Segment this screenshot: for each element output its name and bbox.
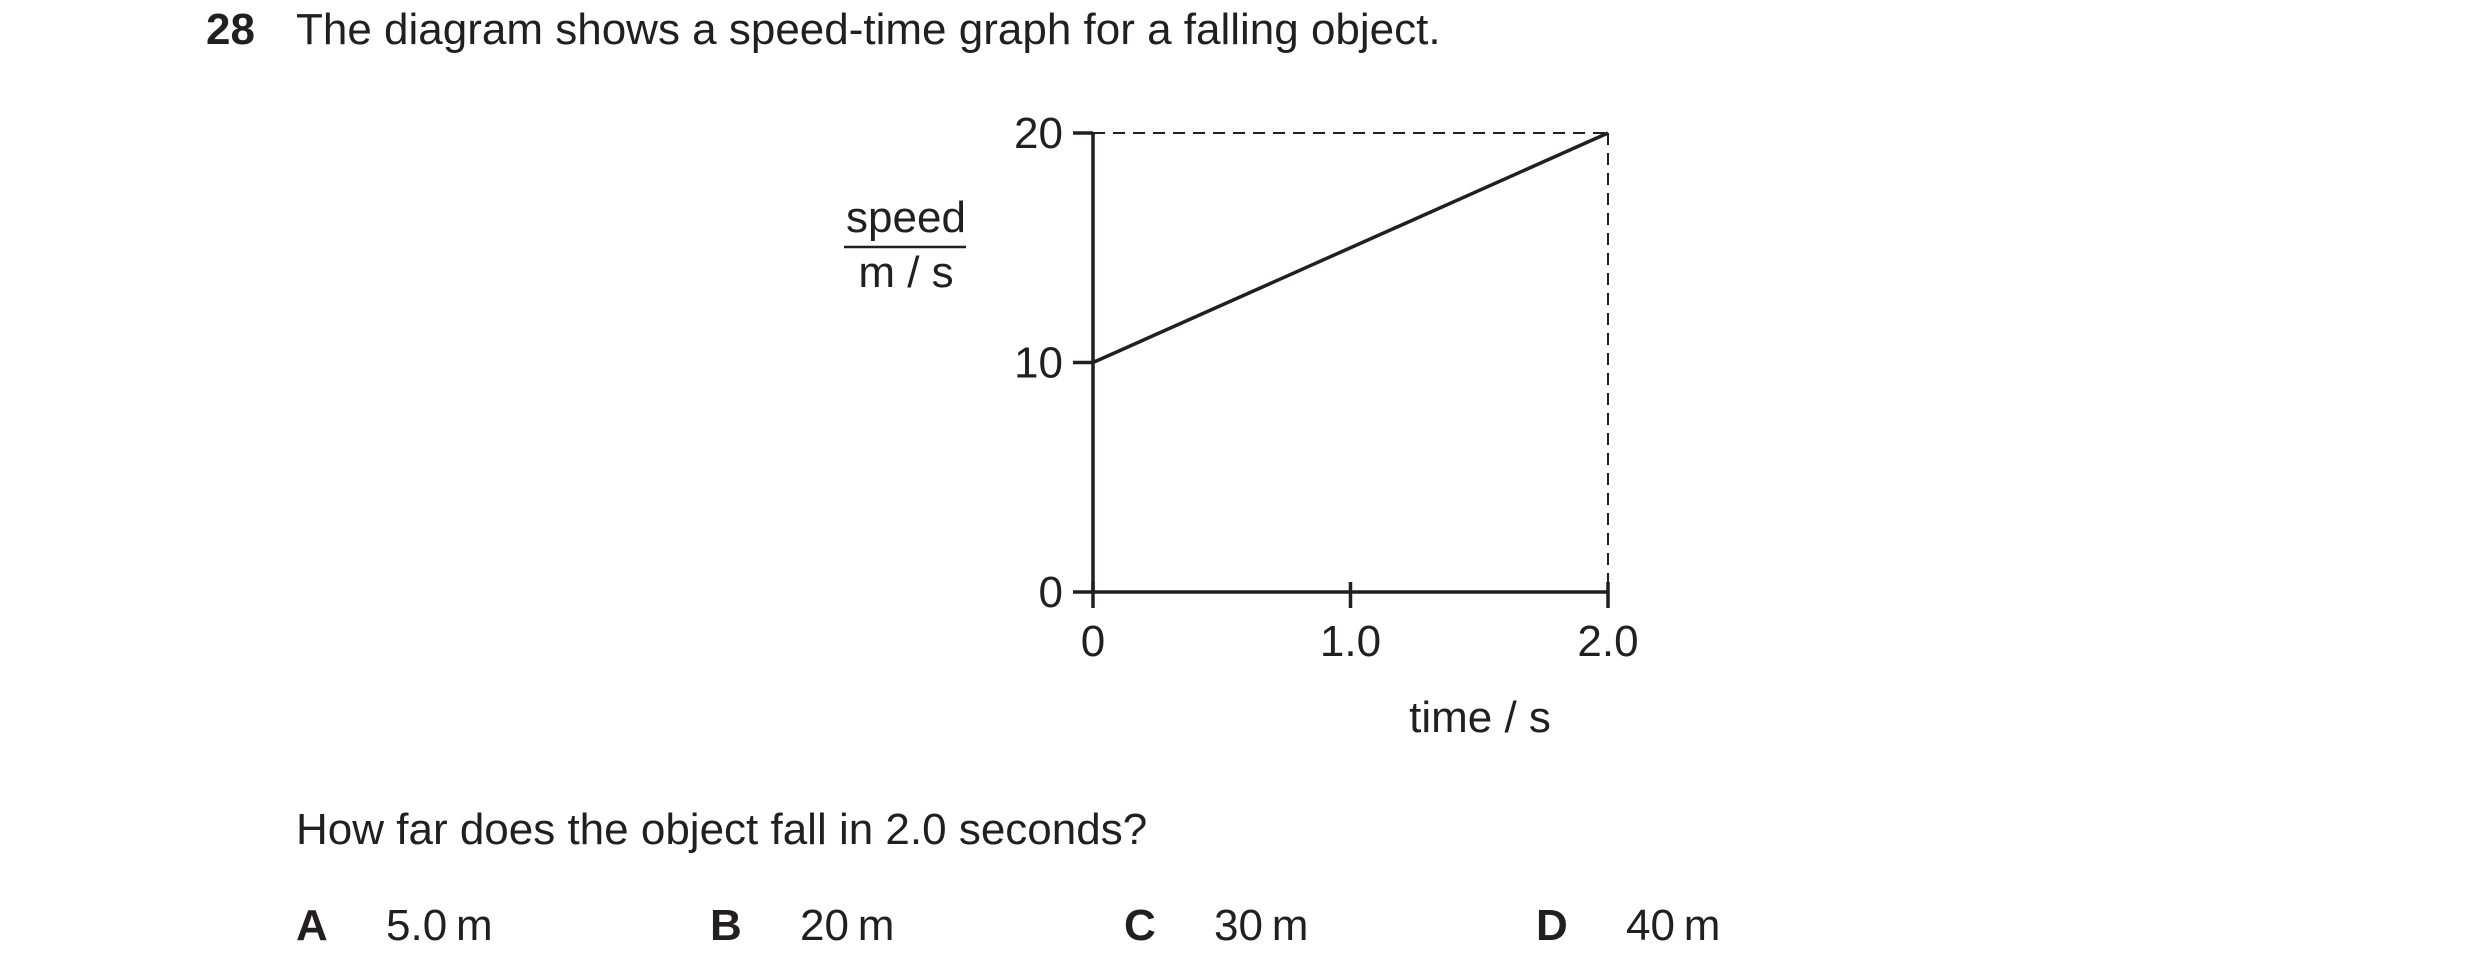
option-b-text: 20 m — [800, 901, 895, 950]
option-c-letter: C — [1124, 901, 1156, 950]
x-axis-label: time / s — [1409, 693, 1551, 742]
option-a-text: 5.0 m — [386, 901, 493, 950]
axis-ticks: 0 1.0 2.0 0 10 20 — [1014, 109, 1639, 666]
x-tick-label: 0 — [1081, 617, 1105, 666]
option-d[interactable]: D 40 m — [1536, 898, 1720, 954]
y-axis-label-unit: m / s — [858, 248, 953, 297]
speed-time-graph: 0 1.0 2.0 0 10 20 speed m / s time / s — [844, 109, 1639, 742]
option-b-letter: B — [710, 901, 742, 950]
question-number: 28 — [206, 5, 255, 54]
y-tick-label: 0 — [1039, 568, 1063, 617]
dashed-guides — [1093, 132, 1609, 592]
option-b[interactable]: B 20 m — [710, 898, 894, 954]
option-c[interactable]: C 30 m — [1124, 898, 1308, 954]
x-tick-label: 1.0 — [1320, 617, 1381, 666]
axes — [1091, 133, 1608, 594]
option-a-letter: A — [296, 901, 328, 950]
option-a[interactable]: A 5.0 m — [296, 898, 493, 954]
question-text: The diagram shows a speed-time graph for… — [296, 5, 1441, 54]
data-series — [1092, 131, 1609, 365]
y-tick-label: 20 — [1014, 109, 1063, 158]
y-axis-label-quantity: speed — [846, 193, 966, 242]
x-tick-label: 2.0 — [1577, 617, 1638, 666]
option-d-letter: D — [1536, 901, 1568, 950]
axis-labels: speed m / s time / s — [844, 193, 1551, 742]
y-tick-label: 10 — [1014, 339, 1063, 388]
option-c-text: 30 m — [1214, 901, 1309, 950]
speed-line — [1092, 131, 1609, 365]
option-d-text: 40 m — [1626, 901, 1721, 950]
sub-question-text: How far does the object fall in 2.0 seco… — [296, 805, 1148, 854]
